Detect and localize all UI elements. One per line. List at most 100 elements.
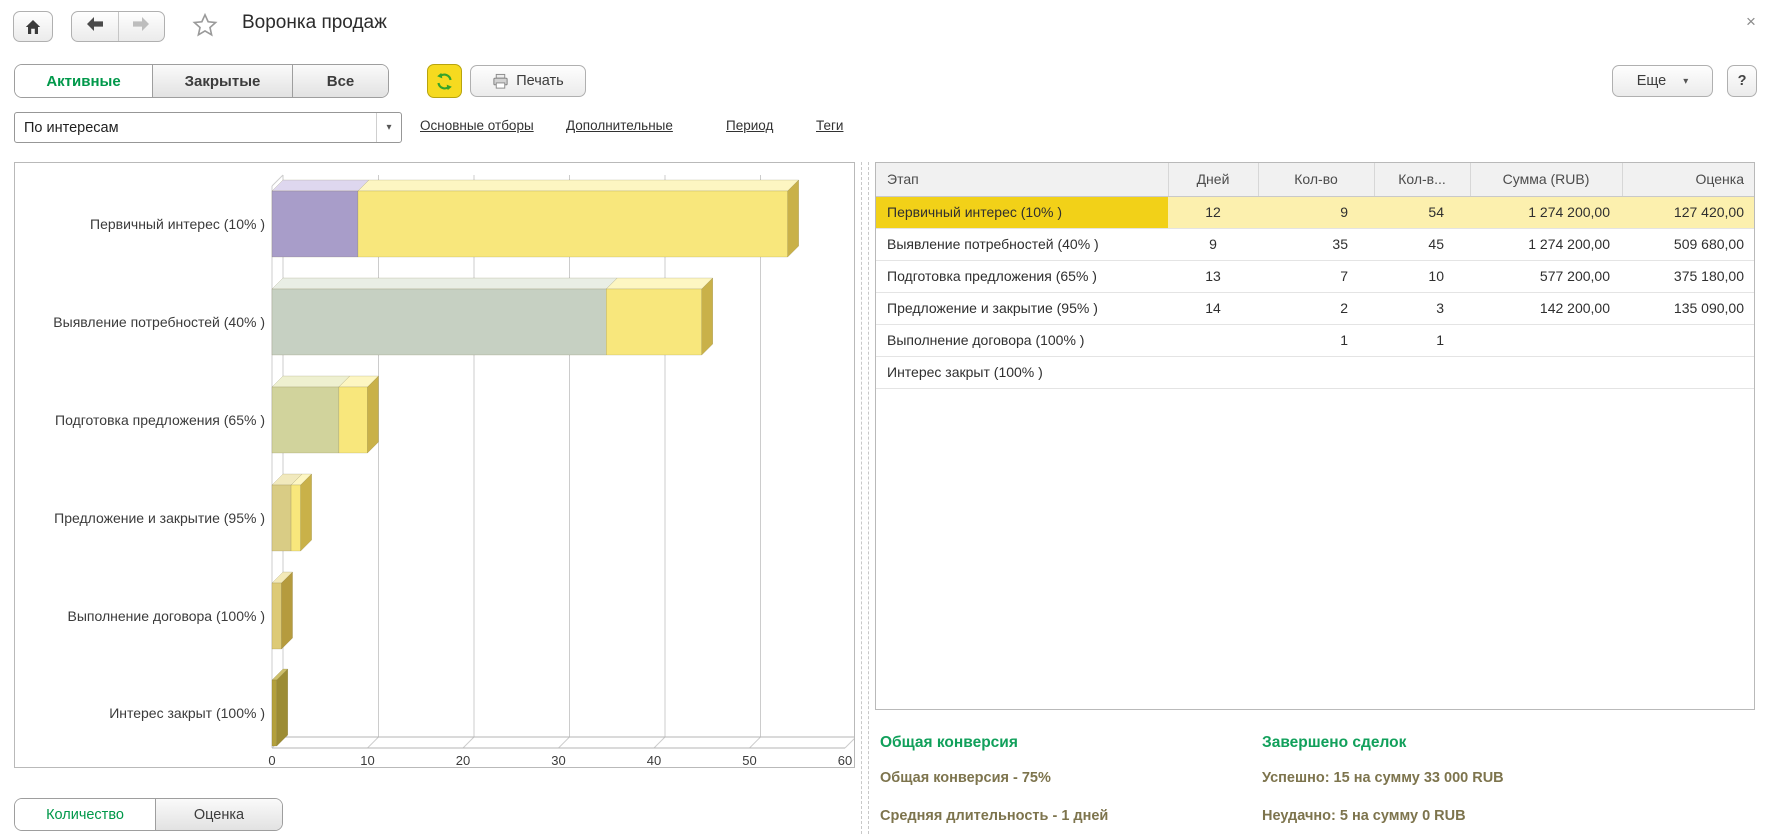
- category-label: Интерес закрыт (100% ): [109, 705, 265, 721]
- tab-all-deals[interactable]: Все: [293, 65, 388, 97]
- chevron-down-icon: ▾: [1683, 76, 1688, 87]
- table-row[interactable]: Предложение и закрытие (95% )1423142 200…: [876, 292, 1755, 324]
- table-cell[interactable]: Предложение и закрытие (95% ): [876, 292, 1168, 324]
- home-button[interactable]: [13, 11, 53, 42]
- bar-segment[interactable]: [368, 376, 379, 453]
- forward-button[interactable]: [119, 12, 165, 41]
- table-cell[interactable]: 45: [1374, 228, 1470, 260]
- sales-funnel-window: Воронка продаж × Активные Закрытые Все П…: [0, 0, 1776, 839]
- link-main-filters[interactable]: Основные отборы: [420, 118, 534, 133]
- bar-segment[interactable]: [358, 191, 788, 257]
- table-cell[interactable]: 1: [1258, 324, 1374, 356]
- table-cell[interactable]: 142 200,00: [1470, 292, 1622, 324]
- bar-segment[interactable]: [272, 485, 291, 551]
- column-header-count[interactable]: Кол-во: [1258, 163, 1374, 196]
- table-cell[interactable]: Выявление потребностей (40% ): [876, 228, 1168, 260]
- combo-dropdown-icon[interactable]: ▾: [376, 113, 401, 142]
- bar-segment[interactable]: [606, 289, 702, 355]
- table-cell[interactable]: 1 274 200,00: [1470, 228, 1622, 260]
- table-cell[interactable]: 10: [1374, 260, 1470, 292]
- table-cell[interactable]: 3: [1374, 292, 1470, 324]
- link-tags[interactable]: Теги: [816, 118, 843, 133]
- table-cell[interactable]: [1168, 356, 1258, 388]
- table-cell[interactable]: 7: [1258, 260, 1374, 292]
- table-cell[interactable]: 577 200,00: [1470, 260, 1622, 292]
- bar-segment[interactable]: [339, 387, 368, 453]
- table-cell[interactable]: Интерес закрыт (100% ): [876, 356, 1168, 388]
- column-header-count-total[interactable]: Кол-в...: [1374, 163, 1470, 196]
- print-button[interactable]: Печать: [470, 65, 586, 97]
- table-cell[interactable]: 127 420,00: [1622, 196, 1755, 228]
- view-mode-value: По интересам: [15, 120, 376, 136]
- table-cell[interactable]: [1258, 356, 1374, 388]
- table-cell[interactable]: 14: [1168, 292, 1258, 324]
- table-cell[interactable]: 1 274 200,00: [1470, 196, 1622, 228]
- refresh-button[interactable]: [427, 64, 462, 98]
- toggle-quantity[interactable]: Количество: [15, 799, 156, 830]
- category-label: Подготовка предложения (65% ): [55, 412, 265, 428]
- table-cell[interactable]: Выполнение договора (100% ): [876, 324, 1168, 356]
- table-cell[interactable]: [1622, 356, 1755, 388]
- bar-segment[interactable]: [272, 680, 277, 746]
- table-header-row: Этап Дней Кол-во Кол-в... Сумма (RUB) Оц…: [876, 163, 1755, 196]
- table-row[interactable]: Интерес закрыт (100% ): [876, 356, 1755, 388]
- bar-segment[interactable]: [277, 669, 288, 746]
- table-cell[interactable]: 375 180,00: [1622, 260, 1755, 292]
- table-row[interactable]: Подготовка предложения (65% )13710577 20…: [876, 260, 1755, 292]
- column-header-estimate[interactable]: Оценка: [1622, 163, 1755, 196]
- link-additional-filters[interactable]: Дополнительные: [566, 118, 673, 133]
- help-button[interactable]: ?: [1727, 65, 1757, 97]
- panel-splitter[interactable]: [868, 162, 869, 834]
- tab-closed-deals[interactable]: Закрытые: [153, 65, 293, 97]
- bar-segment[interactable]: [272, 180, 369, 191]
- bar-segment[interactable]: [788, 180, 799, 257]
- table-cell[interactable]: Подготовка предложения (65% ): [876, 260, 1168, 292]
- column-header-days[interactable]: Дней: [1168, 163, 1258, 196]
- table-cell[interactable]: 9: [1168, 228, 1258, 260]
- bar-segment[interactable]: [272, 191, 358, 257]
- table-cell[interactable]: [1470, 324, 1622, 356]
- table-cell[interactable]: 2: [1258, 292, 1374, 324]
- table-cell[interactable]: 12: [1168, 196, 1258, 228]
- conversion-total-line: Общая конверсия - 75%: [880, 770, 1051, 786]
- panel-splitter[interactable]: [861, 162, 862, 834]
- table-row[interactable]: Выполнение договора (100% ) 11: [876, 324, 1755, 356]
- column-header-sum[interactable]: Сумма (RUB): [1470, 163, 1622, 196]
- table-cell[interactable]: [1374, 356, 1470, 388]
- table-cell[interactable]: 135 090,00: [1622, 292, 1755, 324]
- favorite-star-icon[interactable]: [192, 12, 218, 38]
- table-cell[interactable]: [1622, 324, 1755, 356]
- bar-segment[interactable]: [272, 387, 339, 453]
- close-icon[interactable]: ×: [1746, 13, 1756, 30]
- bar-segment[interactable]: [282, 572, 293, 649]
- bar-segment[interactable]: [702, 278, 713, 355]
- bar-segment[interactable]: [301, 474, 312, 551]
- table-row[interactable]: Выявление потребностей (40% )935451 274 …: [876, 228, 1755, 260]
- table-cell[interactable]: 13: [1168, 260, 1258, 292]
- back-button[interactable]: [72, 12, 119, 41]
- bar-segment[interactable]: [272, 583, 282, 649]
- bar-segment[interactable]: [358, 180, 799, 191]
- bar-segment[interactable]: [272, 278, 617, 289]
- table-cell[interactable]: [1470, 356, 1622, 388]
- table-cell[interactable]: [1168, 324, 1258, 356]
- bar-segment[interactable]: [291, 485, 301, 551]
- x-tick-label: 40: [647, 753, 661, 767]
- toggle-estimate[interactable]: Оценка: [156, 799, 282, 830]
- bar-segment[interactable]: [272, 376, 350, 387]
- bar-segment[interactable]: [272, 289, 606, 355]
- table-cell[interactable]: 54: [1374, 196, 1470, 228]
- closed-fail-line: Неудачно: 5 на сумму 0 RUB: [1262, 808, 1466, 824]
- table-cell[interactable]: 509 680,00: [1622, 228, 1755, 260]
- table-cell[interactable]: 9: [1258, 196, 1374, 228]
- view-mode-select[interactable]: По интересам ▾: [14, 112, 402, 143]
- bar-segment[interactable]: [606, 278, 713, 289]
- more-button[interactable]: Еще ▾: [1612, 65, 1713, 97]
- tab-active-deals[interactable]: Активные: [15, 65, 153, 97]
- table-cell[interactable]: 1: [1374, 324, 1470, 356]
- table-row[interactable]: Первичный интерес (10% )129541 274 200,0…: [876, 196, 1755, 228]
- table-cell[interactable]: 35: [1258, 228, 1374, 260]
- column-header-stage[interactable]: Этап: [876, 163, 1168, 196]
- link-period[interactable]: Период: [726, 118, 773, 133]
- table-cell[interactable]: Первичный интерес (10% ): [876, 196, 1168, 228]
